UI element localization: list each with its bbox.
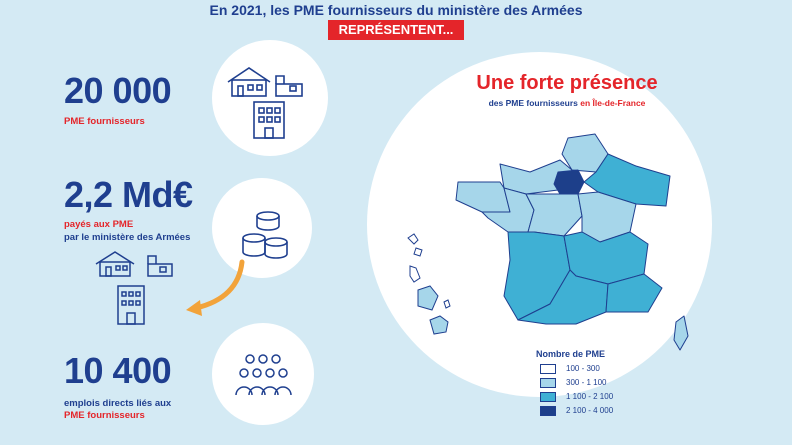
map-title: Une forte présence (476, 72, 658, 94)
legend-item: 2 100 - 4 000 (540, 406, 613, 416)
legend-swatch (540, 378, 556, 388)
france-map (407, 133, 689, 351)
stat-label-amount-1: payés aux PME (64, 219, 134, 230)
header-badge: REPRÉSENTENT... (328, 20, 464, 40)
legend-item: 300 - 1 100 (540, 378, 606, 388)
stat-label-amount-2: par le ministère des Armées (64, 232, 191, 243)
legend-swatch (540, 406, 556, 416)
buildings-icon (95, 251, 173, 325)
legend-item: 1 100 - 2 100 (540, 392, 613, 402)
region-guadeloupe (407, 233, 423, 257)
coins-circle (212, 178, 312, 278)
region-centre (525, 193, 583, 237)
legend-swatch (540, 364, 556, 374)
stat-label-jobs-1: emplois directs liés aux (64, 398, 172, 409)
region-ile-de-france (553, 169, 585, 195)
region-mayotte (443, 299, 451, 309)
legend-label: 1 100 - 2 100 (566, 392, 614, 402)
stat-value-jobs: 10 400 (64, 350, 172, 391)
map-subtitle-prefix: des PME fournisseurs (488, 98, 581, 108)
legend-label: 100 - 300 (566, 364, 600, 374)
legend-label: 300 - 1 100 (566, 378, 607, 388)
map-subtitle-highlight: en Île-de-France (580, 98, 646, 108)
region-reunion (429, 315, 449, 335)
legend-label: 2 100 - 4 000 (566, 406, 614, 416)
legend-item: 100 - 300 (540, 364, 600, 374)
region-guyane (417, 285, 439, 311)
region-grand-est (583, 153, 671, 207)
buildings-circle (212, 40, 328, 156)
people-circle (212, 323, 314, 425)
stat-value-amount: 2,2 Md€ (64, 174, 193, 215)
stat-value-pme: 20 000 (64, 70, 172, 111)
region-martinique (409, 265, 421, 283)
region-paca (605, 273, 663, 313)
region-corse (673, 315, 689, 351)
coins-icon (242, 211, 288, 259)
people-icon (235, 354, 292, 396)
map-subtitle: des PME fournisseurs en Île-de-France (462, 98, 672, 108)
legend-title: Nombre de PME (536, 349, 606, 359)
stat-label-pme: PME fournisseurs (64, 116, 145, 127)
region-bretagne (455, 181, 511, 213)
buildings-icon (227, 67, 303, 139)
legend-swatch (540, 392, 556, 402)
header-title: En 2021, les PME fournisseurs du ministè… (209, 2, 583, 18)
curved-arrow-icon (186, 259, 245, 316)
stat-label-jobs-2: PME fournisseurs (64, 410, 145, 421)
